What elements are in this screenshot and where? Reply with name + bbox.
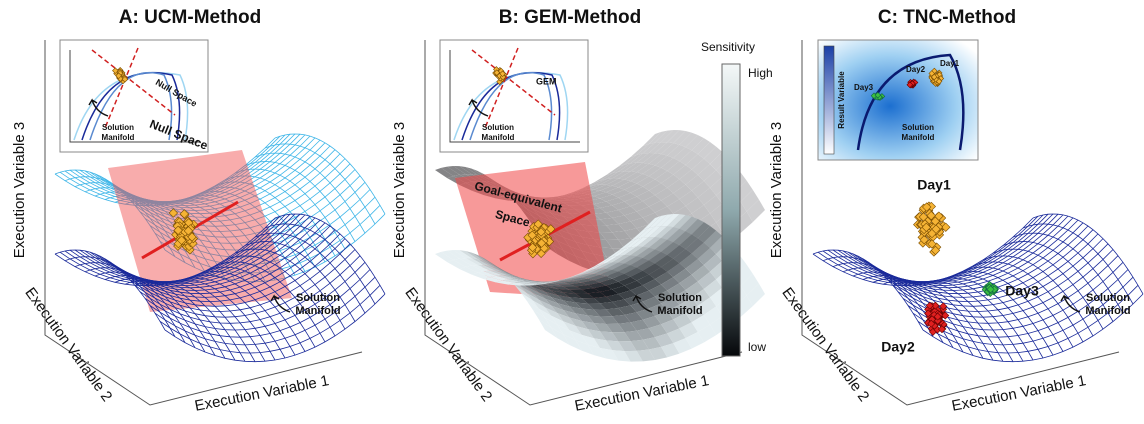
axis-label: Execution Variable 2 xyxy=(778,284,872,404)
inset-colorbar xyxy=(824,46,834,154)
axis-label: Execution Variable 1 xyxy=(950,372,1087,415)
label-line: Manifold xyxy=(295,305,340,317)
mesh-line xyxy=(265,144,375,224)
mesh-line xyxy=(275,214,385,294)
inset-label: Day1 xyxy=(940,59,960,68)
label-line: Manifold xyxy=(1085,305,1130,317)
label-line: Manifold xyxy=(102,133,135,142)
inset-label: Day3 xyxy=(854,83,874,92)
day-label: Day1 xyxy=(917,177,951,193)
mesh-line xyxy=(1033,214,1143,294)
axis-label: Execution Variable 3 xyxy=(391,122,408,258)
label-line: Manifold xyxy=(902,133,935,142)
label-line: Manifold xyxy=(657,305,702,317)
colorbar-label: low xyxy=(748,340,766,354)
inset-label: GEM xyxy=(536,76,557,86)
label: SolutionManifold xyxy=(657,292,702,317)
axis-label: Execution Variable 1 xyxy=(193,372,330,415)
label: SolutionManifold xyxy=(102,123,135,142)
inset-label: Result Variable xyxy=(837,71,846,129)
inset-label: Day2 xyxy=(906,65,926,74)
label-line: Solution xyxy=(902,123,934,132)
panel-title: C: TNC-Method xyxy=(878,7,1016,28)
mesh-line xyxy=(275,134,385,214)
colorbar-title: Sensitivity xyxy=(701,40,755,54)
label-line: Solution xyxy=(296,292,340,304)
panel-title: B: GEM-Method xyxy=(499,7,641,28)
axis-label: Execution Variable 2 xyxy=(21,284,115,404)
axis-label: Execution Variable 3 xyxy=(768,122,785,258)
axis-label: Execution Variable 1 xyxy=(573,372,710,415)
axis-label: Execution Variable 2 xyxy=(401,284,495,404)
figure: Execution Variable 3 Execution Variable 2… xyxy=(0,0,1144,424)
colorbar xyxy=(722,64,740,356)
label-line: Solution xyxy=(482,123,514,132)
label-line: Solution xyxy=(658,292,702,304)
label-line: Solution xyxy=(102,123,134,132)
day-label: Day3 xyxy=(1005,283,1039,299)
label-line: Manifold xyxy=(482,133,515,142)
label: SolutionManifold xyxy=(295,292,340,317)
colorbar-label: High xyxy=(748,66,773,80)
axis-label: Execution Variable 3 xyxy=(11,122,28,258)
panel-title: A: UCM-Method xyxy=(119,7,261,28)
day-label: Day2 xyxy=(881,339,915,355)
label-line: Solution xyxy=(1086,292,1130,304)
